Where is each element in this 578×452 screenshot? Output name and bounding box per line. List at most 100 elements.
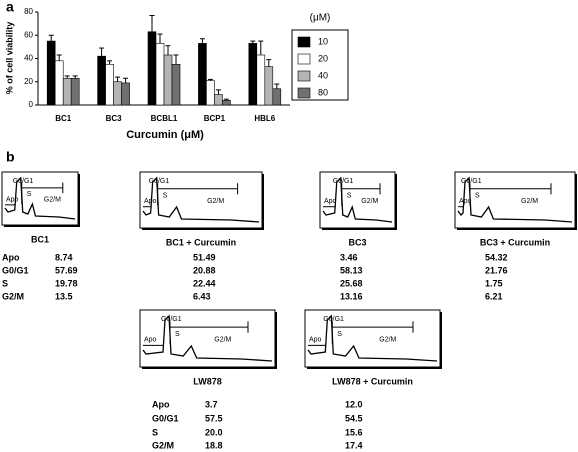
histogram: Apo G0/G1 S G2/M: [454, 171, 577, 230]
x-tick-label: HBL6: [254, 114, 275, 123]
gate-label: S: [163, 192, 168, 199]
gate-label: G0/G1: [149, 178, 170, 185]
bar: [105, 64, 114, 106]
table-value: 57.5: [205, 413, 223, 423]
table-value: 22.44: [193, 278, 216, 288]
bar: [54, 60, 64, 106]
y-tick-label: 0: [29, 100, 34, 109]
bar: [248, 43, 258, 106]
gate-label: G0/G1: [161, 316, 182, 323]
legend-label: 40: [318, 70, 328, 80]
error-bar: [207, 78, 213, 81]
table-value: 15.6: [345, 427, 363, 437]
table-value: 20.0: [205, 427, 223, 437]
bar: [198, 43, 207, 106]
y-tick-label: 80: [24, 7, 33, 16]
histogram-trace: [457, 176, 573, 223]
gate-label: Apo: [459, 198, 472, 205]
table-value: 3.46: [340, 252, 358, 262]
histogram-frame: [139, 309, 276, 368]
gate-label: Apo: [144, 198, 157, 205]
panel-label: a: [6, 0, 14, 15]
histogram-trace: [142, 176, 260, 223]
error-bar: [48, 34, 54, 42]
error-bar: [123, 77, 129, 83]
sample-name: LW878: [193, 376, 222, 386]
x-tick-label: BCBL1: [151, 114, 178, 123]
sample-name: BC3: [348, 237, 366, 247]
bar: [70, 77, 80, 106]
gate-label: S: [337, 331, 342, 338]
y-tick-label: 20: [24, 77, 33, 86]
error-bar: [64, 75, 70, 79]
table-value: 13.5: [55, 291, 73, 301]
error-bar: [99, 47, 105, 57]
table-value: 57.69: [55, 265, 78, 275]
table-value: 54.32: [485, 252, 508, 262]
error-bar: [215, 89, 221, 95]
gate-label: S: [347, 192, 352, 199]
bar: [97, 55, 106, 106]
row-label: G0/G1: [2, 265, 29, 275]
error-bar: [223, 98, 229, 101]
table-value: 20.88: [193, 265, 216, 275]
legend-swatch: [297, 87, 311, 99]
sample-name: LW878 + Curcumin: [332, 376, 413, 386]
panel-label: b: [6, 149, 15, 165]
gate-label: Apo: [6, 196, 19, 203]
x-tick-label: BC1: [55, 114, 72, 123]
histogram: Apo G0/G1 S G2/M: [139, 309, 277, 369]
sample-name: BC1 + Curcumin: [166, 237, 236, 247]
legend-label: 20: [318, 53, 328, 63]
histogram: Apo G0/G1 S G2/M: [319, 171, 397, 230]
table-value: 25.68: [340, 278, 363, 288]
error-bar: [199, 38, 205, 44]
bar: [121, 82, 130, 106]
bar: [222, 100, 231, 106]
legend-frame: [291, 29, 349, 101]
table-value: 51.49: [193, 252, 216, 262]
table-value: 6.21: [485, 291, 503, 301]
table-value: 12.0: [345, 399, 363, 409]
gate-label: G2/M: [379, 336, 396, 343]
histogram-trace: [142, 314, 273, 362]
gate-label: G2/M: [361, 198, 378, 205]
error-bar: [274, 83, 280, 89]
x-tick-label: BCP1: [204, 114, 226, 123]
error-bar: [72, 75, 78, 79]
legend-title: (μM): [310, 13, 331, 24]
bar: [113, 81, 122, 106]
gate-label: G2/M: [44, 196, 61, 203]
bar: [272, 88, 282, 106]
error-bar: [107, 60, 113, 65]
histogram-trace: [322, 176, 393, 223]
histogram: Apo G0/G1 S G2/M: [304, 309, 442, 369]
histogram-trace: [4, 176, 76, 220]
sample-name: BC3 + Curcumin: [480, 237, 550, 247]
legend-swatch: [297, 53, 311, 65]
row-label: Apo: [2, 252, 20, 262]
bar: [163, 54, 173, 106]
table-value: 18.8: [205, 440, 223, 450]
gate-label: G0/G1: [333, 178, 354, 185]
gate-label: S: [475, 192, 480, 199]
table-value: 6.43: [193, 291, 211, 301]
gate-label: G0/G1: [461, 178, 482, 185]
gate-label: Apo: [324, 198, 337, 205]
x-axis-label: Curcumin (μM): [126, 129, 204, 141]
row-label: S: [152, 427, 158, 437]
table-value: 3.7: [205, 399, 218, 409]
table-value: 13.16: [340, 291, 363, 301]
error-bar: [157, 33, 163, 44]
table-value: 19.78: [55, 278, 78, 288]
error-bar: [258, 40, 264, 56]
row-label: G2/M: [2, 291, 24, 301]
gate-label: S: [27, 191, 32, 198]
table-value: 54.5: [345, 413, 363, 423]
legend-label: 10: [318, 36, 328, 46]
gate-label: Apo: [309, 336, 322, 343]
y-tick-label: 40: [24, 54, 33, 63]
error-bar: [165, 45, 171, 56]
histogram-trace: [307, 314, 438, 362]
